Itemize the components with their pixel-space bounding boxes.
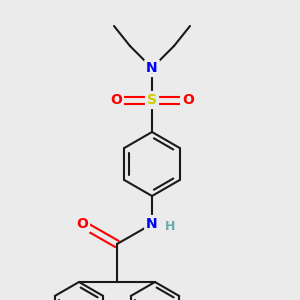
Text: O: O [76,217,88,231]
Text: H: H [165,220,175,232]
Text: O: O [182,93,194,107]
Text: O: O [110,93,122,107]
Text: N: N [146,217,158,231]
Text: N: N [146,61,158,75]
Text: S: S [147,93,157,107]
